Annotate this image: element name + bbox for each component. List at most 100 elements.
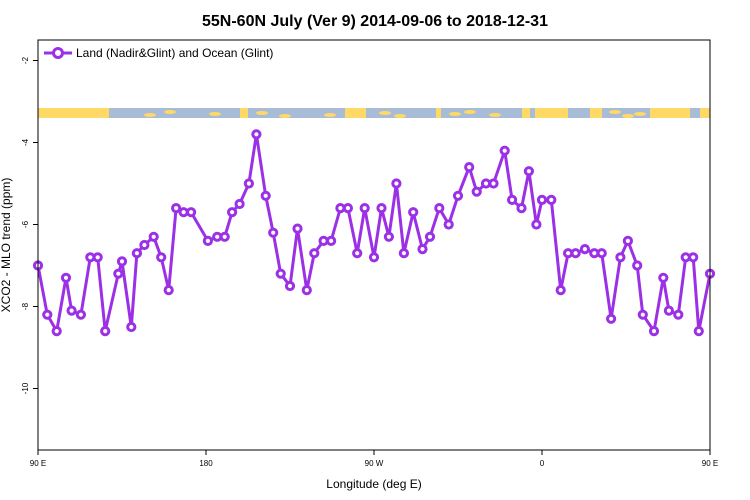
data-point [268, 227, 279, 238]
legend-series-label: Land (Nadir&Glint) and Ocean (Glint) [76, 46, 273, 60]
data-point [301, 285, 312, 296]
data-point [673, 309, 684, 320]
data-point [342, 203, 353, 214]
data-point [326, 235, 337, 246]
land-patch [464, 110, 476, 114]
data-point [499, 145, 510, 156]
land-patch [554, 112, 566, 116]
data-point [606, 313, 617, 324]
data-point [471, 186, 482, 197]
data-point [243, 178, 254, 189]
data-point [60, 272, 72, 283]
data-point [663, 305, 675, 316]
data-point [92, 252, 103, 263]
ocean-segment [602, 108, 650, 118]
data-point [531, 219, 542, 230]
y-axis-label: XCO2 - MLO trend (ppm) [0, 178, 13, 313]
data-point [359, 203, 370, 214]
data-point [275, 268, 286, 279]
land-patch [379, 111, 391, 115]
data-point [648, 326, 660, 337]
x-tick-label: 180 [199, 459, 213, 468]
data-point [260, 190, 271, 201]
ocean-segment [248, 108, 345, 118]
land-patch [256, 111, 268, 115]
data-point [163, 285, 174, 296]
data-point [51, 326, 62, 337]
data-point [452, 190, 464, 201]
data-point [309, 248, 320, 259]
land-patch [144, 113, 156, 117]
data-point [156, 252, 167, 263]
x-tick-label: 90 E [30, 459, 46, 468]
data-point [139, 239, 150, 251]
legend-marker [52, 47, 64, 59]
data-point [292, 223, 303, 234]
y-tick-label: -4 [21, 138, 30, 146]
data-point [219, 231, 230, 242]
data-point [464, 162, 475, 173]
ocean-segment [690, 108, 700, 118]
data-point [352, 248, 363, 259]
x-tick-label: 90 W [365, 459, 384, 468]
data-point [398, 248, 409, 259]
data-point [637, 309, 648, 320]
data-point [658, 272, 669, 283]
y-tick-label: -8 [21, 302, 30, 310]
chart-marks [32, 129, 716, 337]
data-point [126, 321, 137, 333]
data-point [66, 305, 77, 316]
ocean-segment [441, 108, 522, 118]
data-point [202, 235, 213, 246]
legend: Land (Nadir&Glint) and Ocean (Glint) [44, 46, 273, 60]
y-axis: -2 -4 -6 -8 -10 [21, 56, 38, 394]
data-point [148, 231, 159, 242]
data-point [113, 268, 124, 279]
data-point [186, 207, 197, 218]
data-point [391, 178, 402, 189]
data-point [116, 256, 128, 267]
data-point [383, 231, 394, 242]
data-point [488, 178, 499, 189]
data-point [516, 203, 527, 214]
data-point [615, 252, 626, 263]
land-patch [209, 112, 221, 116]
ocean-segment [366, 108, 436, 118]
land-patch [449, 112, 461, 116]
data-point [632, 260, 643, 271]
ocean-segment [568, 108, 590, 118]
data-point [368, 252, 380, 263]
chart-title: 55N-60N July (Ver 9) 2014-09-06 to 2018-… [202, 13, 548, 30]
data-point [376, 203, 387, 214]
data-point [424, 231, 436, 242]
x-axis-label: Longitude (deg E) [326, 477, 421, 491]
y-tick-label: -10 [21, 382, 30, 394]
data-point [171, 203, 182, 214]
series-line [36, 132, 712, 333]
data-point [546, 194, 557, 205]
x-tick-label: 90 E [702, 459, 718, 468]
data-point [555, 285, 566, 296]
plot-frame [37, 39, 711, 451]
data-point [227, 207, 238, 218]
x-tick-label: 0 [540, 459, 545, 468]
data-point [579, 244, 591, 255]
data-point [506, 194, 518, 205]
y-tick-label: -2 [21, 56, 30, 64]
data-point [596, 248, 607, 259]
data-point [688, 252, 699, 263]
land-patch [489, 113, 501, 117]
data-point [693, 326, 704, 337]
data-point [570, 248, 581, 259]
land-patch [622, 114, 634, 118]
land-patch [279, 114, 291, 118]
land-patch [539, 114, 551, 118]
land-patch [324, 113, 336, 117]
data-point [434, 203, 445, 214]
land-patch [394, 114, 406, 118]
data-point [75, 309, 87, 320]
data-point [622, 235, 634, 246]
data-point [131, 248, 142, 259]
